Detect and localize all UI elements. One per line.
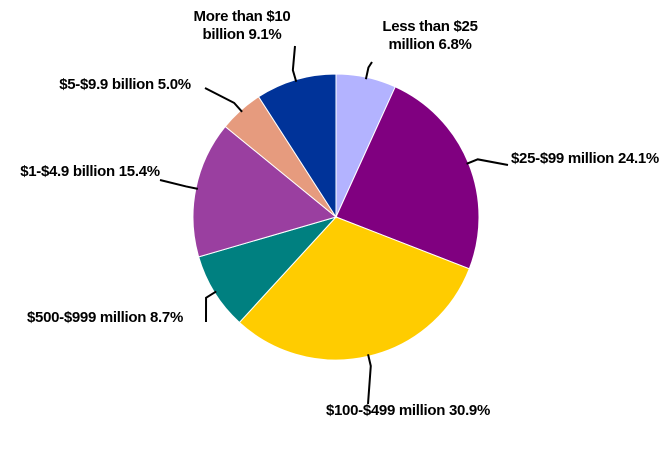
value-label: 30.9% xyxy=(448,402,491,419)
slice-label: Less than $25 million 6.8% xyxy=(360,18,500,54)
slice-label: $25-$99 million 24.1% xyxy=(505,150,665,168)
slice-label: $5-$9.9 billion 5.0% xyxy=(40,76,210,94)
value-label: 8.7% xyxy=(150,309,183,326)
slice-label: $500-$999 million 8.7% xyxy=(10,309,200,327)
value-label: 24.1% xyxy=(617,150,659,167)
category-label: $500-$999 million xyxy=(26,309,147,326)
value-label: 9.1% xyxy=(248,26,282,43)
leader-line xyxy=(159,179,199,190)
value-label: 6.8% xyxy=(438,36,472,53)
slice-label: More than $10 billion 9.1% xyxy=(172,8,312,44)
slice-label: $100-$499 million 30.9% xyxy=(318,402,498,420)
value-label: 15.4% xyxy=(118,163,160,180)
category-label: $1-$4.9 billion xyxy=(20,163,115,180)
category-label: Less than $25 million xyxy=(382,18,478,53)
leader-line xyxy=(291,45,298,83)
leader-line xyxy=(367,354,372,405)
leader-line xyxy=(204,87,243,113)
value-label: 5.0% xyxy=(157,76,191,93)
leader-line xyxy=(466,158,509,166)
slice-label: $1-$4.9 billion 15.4% xyxy=(10,163,170,181)
category-label: $5-$9.9 billion xyxy=(59,76,154,93)
category-label: $25-$99 million xyxy=(511,150,615,167)
leader-line xyxy=(364,61,373,80)
category-label: More than $10 billion xyxy=(193,8,291,43)
category-label: $100-$499 million xyxy=(325,402,446,419)
leader-line xyxy=(205,290,217,323)
